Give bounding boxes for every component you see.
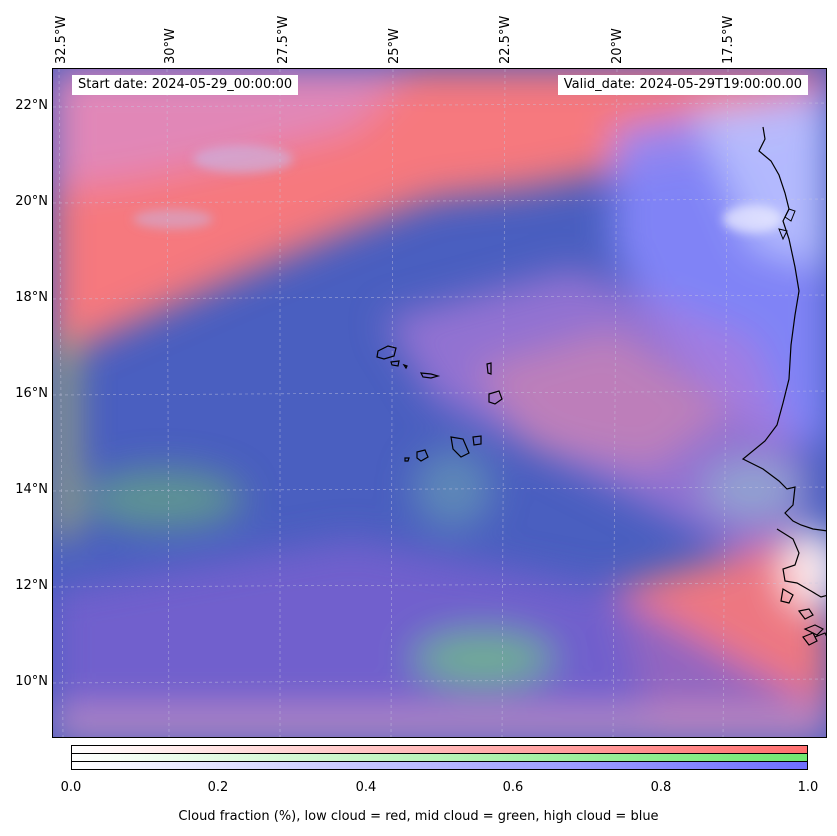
lon-label: 27.5°W <box>276 15 291 64</box>
colorbar-tick: 0.0 <box>60 780 82 795</box>
colorbar <box>71 745 808 770</box>
colorbar-tick: 0.4 <box>355 780 377 795</box>
lat-label: 10°N <box>15 674 48 689</box>
colorbar-tick: 0.8 <box>650 780 672 795</box>
colorbar-mid-cloud <box>71 753 808 762</box>
colorbar-tick: 1.0 <box>797 780 819 795</box>
colorbar-high-cloud <box>71 761 808 770</box>
colorbar-tick: 0.6 <box>502 780 524 795</box>
cloud-detail <box>133 145 783 233</box>
lon-label: 25°W <box>387 28 402 64</box>
lon-label: 22.5°W <box>498 15 513 64</box>
coastal-islets <box>778 208 796 241</box>
lat-label: 22°N <box>15 98 48 113</box>
lat-label: 16°N <box>15 386 48 401</box>
graticule <box>53 69 826 737</box>
start-date-label: Start date: 2024-05-29_00:00:00 <box>72 75 299 95</box>
colorbar-tick: 0.2 <box>207 780 229 795</box>
lat-label: 18°N <box>15 290 48 305</box>
cloud-fraction-map <box>52 68 827 738</box>
lon-label: 32.5°W <box>54 15 69 64</box>
lon-label: 17.5°W <box>721 15 736 64</box>
lat-label: 12°N <box>15 578 48 593</box>
lon-label: 30°W <box>163 28 178 64</box>
cape-verde-islands <box>376 345 503 462</box>
colorbar-low-cloud <box>71 745 808 754</box>
lon-label: 20°W <box>610 28 625 64</box>
map-canvas <box>53 69 826 737</box>
cloud-layers <box>53 69 826 737</box>
colorbar-label: Cloud fraction (%), low cloud = red, mid… <box>178 809 659 824</box>
lat-label: 20°N <box>15 194 48 209</box>
valid-date-label: Valid_date: 2024-05-29T19:00:00.00 <box>557 75 808 95</box>
lat-label: 14°N <box>15 482 48 497</box>
africa-coastline <box>741 126 826 646</box>
